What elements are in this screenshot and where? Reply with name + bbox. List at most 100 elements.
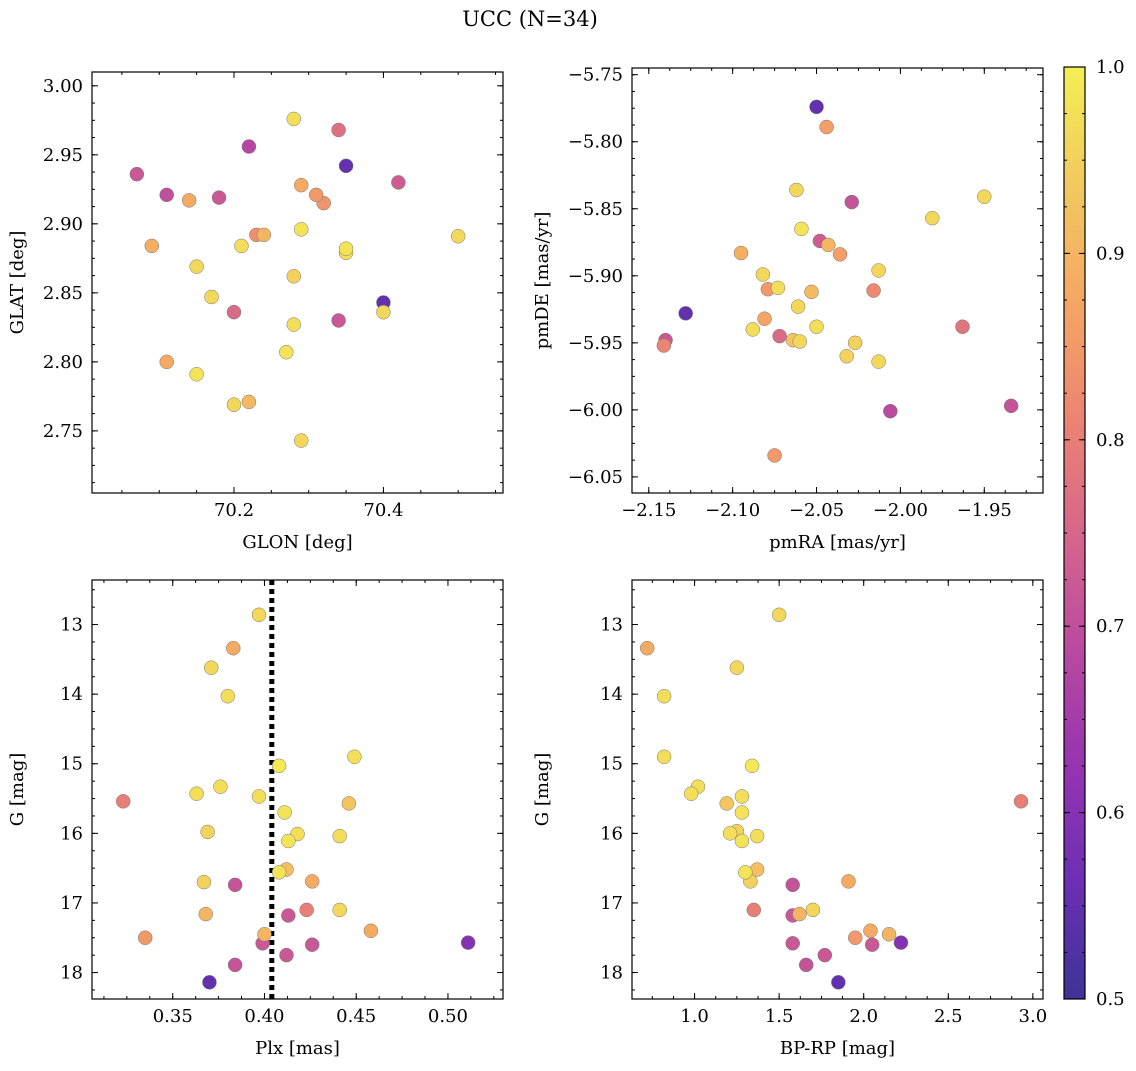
scatter-point: [256, 227, 272, 243]
scatter-point: [734, 833, 750, 849]
y-tick-label: 16: [600, 823, 623, 844]
scatter-point: [220, 688, 236, 704]
scatter-point: [271, 865, 287, 880]
scatter-point: [785, 936, 800, 951]
scatter-point: [639, 640, 655, 656]
scatter-point: [744, 758, 760, 774]
scatter-point: [277, 805, 292, 820]
x-tick-label: 0.45: [336, 1006, 376, 1027]
scatter-point: [129, 166, 145, 182]
scatter-point: [200, 824, 215, 840]
x-tick-label: 2.5: [934, 1006, 963, 1027]
scatter-point: [844, 194, 860, 210]
y-axis-label: G [mag]: [532, 753, 553, 826]
scatter-point: [332, 902, 347, 918]
plot-frame: [631, 579, 1044, 1000]
scatter-point: [656, 688, 672, 704]
scatter-point: [792, 334, 808, 349]
y-tick-label: 16: [60, 823, 83, 844]
scatter-point: [213, 779, 228, 794]
x-tick-label: −2.15: [621, 500, 676, 521]
panel-glon-glat: 70.2 70.4 2.75 2.80 2.85 2.90 2.95 3.00 GLON [de…: [7, 71, 504, 553]
axis-ticks: [632, 580, 1043, 999]
scatter-point: [299, 902, 314, 918]
scatter-point: [925, 210, 940, 226]
scatter-point: [202, 975, 217, 990]
colorbar-tick-label: 0.8: [1096, 430, 1125, 451]
scatter-point: [847, 335, 863, 351]
x-axis-label: GLON [deg]: [242, 532, 352, 553]
scatter-point: [226, 397, 242, 412]
x-tick-label: 3.0: [1019, 1006, 1048, 1027]
y-tick-label: 14: [60, 684, 83, 705]
scatter-point: [809, 319, 824, 335]
y-axis-label: pmDE [mas/yr]: [532, 212, 553, 350]
scatter-point: [1013, 794, 1029, 809]
scatter-point: [241, 394, 257, 410]
scatter-point: [196, 874, 212, 890]
x-tick-label: −1.95: [957, 500, 1012, 521]
scatter-point: [871, 263, 886, 278]
y-tick-label: 18: [600, 963, 623, 984]
x-tick-label: 1.5: [765, 1006, 794, 1027]
y-tick-label: −5.80: [568, 132, 623, 153]
y-tick-label: 17: [600, 893, 623, 914]
scatter-point: [286, 269, 302, 284]
y-tick-label: 2.80: [43, 352, 83, 373]
y-axis-label: G [mag]: [7, 753, 28, 826]
y-tick-label: 15: [60, 754, 83, 775]
scatter-point: [746, 902, 762, 918]
axis-ticks: [92, 72, 503, 493]
scatter-point: [893, 935, 909, 950]
x-tick-label: −2.10: [705, 500, 760, 521]
scatter-points: [129, 111, 466, 448]
scatter-point: [293, 222, 309, 237]
scatter-point: [749, 828, 765, 844]
scatter-point: [227, 957, 243, 973]
colorbar-tick-label: 0.7: [1096, 616, 1125, 637]
colorbar-tick-label: 0.6: [1096, 803, 1125, 824]
scatter-point: [883, 403, 898, 419]
y-tick-label: −5.85: [568, 199, 623, 220]
scatter-point: [656, 338, 672, 353]
scatter-point: [286, 317, 302, 332]
scatter-point: [226, 640, 241, 656]
scatter-point: [189, 259, 204, 274]
y-tick-label: −6.05: [568, 467, 623, 488]
colorbar-tick-label: 0.5: [1096, 989, 1125, 1010]
scatter-point: [189, 786, 204, 801]
scatter-point: [338, 241, 354, 256]
scatter-point: [745, 322, 761, 337]
y-tick-label: 2.75: [43, 421, 83, 442]
scatter-point: [683, 786, 699, 801]
scatter-point: [831, 975, 846, 990]
scatter-point: [804, 284, 819, 300]
scatter-point: [719, 796, 734, 811]
scatter-point: [792, 906, 807, 922]
y-tick-label: 15: [600, 754, 623, 775]
scatter-point: [271, 758, 287, 774]
scatter-point: [144, 238, 160, 254]
scatter-point: [115, 794, 131, 809]
y-tick-label: 2.85: [43, 283, 83, 304]
y-tick-label: 2.95: [43, 145, 83, 166]
scatter-point: [332, 828, 347, 844]
scatter-point: [809, 99, 824, 115]
scatter-point: [204, 289, 219, 305]
x-tick-label: 0.50: [428, 1006, 468, 1027]
scatter-point: [770, 280, 786, 296]
scatter-point: [241, 139, 257, 154]
x-tick-label: 70.4: [363, 500, 403, 521]
scatter-point: [227, 877, 243, 893]
scatter-point: [734, 789, 750, 804]
scatter-point: [251, 607, 267, 623]
x-tick-label: 70.2: [214, 500, 254, 521]
y-tick-label: 13: [60, 615, 83, 636]
x-tick-label: 0.40: [244, 1006, 284, 1027]
y-tick-label: −5.75: [568, 65, 623, 86]
scatter-point: [226, 304, 242, 320]
scatter-point: [772, 328, 787, 344]
axis-ticks: [92, 580, 503, 999]
scatter-point: [198, 906, 214, 922]
scatter-point: [863, 923, 878, 939]
